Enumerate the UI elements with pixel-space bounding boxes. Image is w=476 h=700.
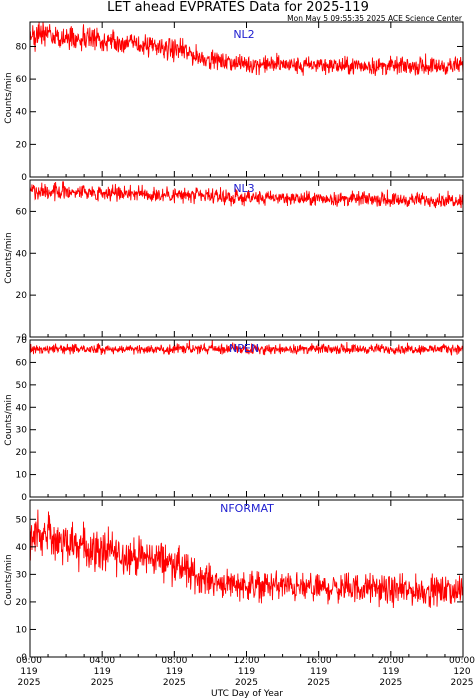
panel-nl2: 0 20 40 60 80 NL2 Counts/min	[4, 21, 464, 183]
x-tick-label-doy: 120	[453, 667, 470, 677]
y-tick-label-nl3: 0	[21, 333, 27, 343]
y-tick-label-nl2: 40	[16, 108, 28, 118]
x-axis-label: UTC Day of Year	[211, 689, 283, 699]
x-tick-label-year: 2025	[307, 678, 330, 688]
x-tick-label-doy: 119	[20, 667, 37, 677]
y-tick-label-npen: 70	[16, 336, 28, 346]
x-tick-label-doy: 119	[94, 667, 111, 677]
plot-area-nl3: 0 20 40 60	[16, 179, 464, 343]
y-tick-label-nformat: 50	[16, 515, 28, 525]
x-tick-label-time: 12:00	[234, 656, 260, 666]
panel-label-npen: NPEN	[229, 342, 259, 355]
generation-timestamp: Mon May 5 09:55:35 2025 ACE Science Cent…	[287, 14, 463, 23]
x-tick-label-doy: 119	[310, 667, 327, 677]
panel-nl3: 0 20 40 60 NL3 Counts/min	[4, 179, 464, 343]
x-tick-label-year: 2025	[379, 678, 402, 688]
panel-nformat: 0 10 20 30 40 50 NFORMAT Counts/min	[4, 499, 464, 663]
panel-label-nl2: NL2	[233, 28, 254, 41]
y-tick-label-nformat: 10	[16, 625, 28, 635]
x-tick-label-year: 2025	[18, 678, 41, 688]
x-tick-label-time: 00:00	[16, 656, 42, 666]
series-line-nformat	[29, 509, 464, 608]
series-line-nl2	[29, 21, 464, 76]
plot-area-nformat: 0 10 20 30 40 50	[16, 499, 464, 663]
series-line-nl3	[29, 181, 464, 209]
y-tick-label-npen: 50	[16, 381, 28, 391]
y-tick-label-nl3: 20	[16, 291, 28, 301]
y-tick-label-npen: 30	[16, 426, 28, 436]
x-tick-label-time: 16:00	[306, 656, 332, 666]
y-tick-label-nl3: 40	[16, 249, 28, 259]
y-tick-label-nformat: 40	[16, 543, 28, 553]
x-tick-label-year: 2025	[235, 678, 258, 688]
x-tick-label-time: 04:00	[89, 656, 115, 666]
y-tick-label-npen: 0	[21, 493, 27, 503]
plot-area-nl2: 0 20 40 60 80	[16, 21, 464, 183]
x-tick-label-year: 2025	[451, 678, 474, 688]
y-tick-label-npen: 10	[16, 471, 28, 481]
x-axis-tick-labels: 00:00119202504:00119202508:00119202512:0…	[16, 656, 475, 688]
y-tick-label-nformat: 20	[16, 598, 28, 608]
y-tick-label-npen: 20	[16, 448, 28, 458]
y-tick-label-npen: 40	[16, 403, 28, 413]
y-axis-label-nl3: Counts/min	[4, 232, 14, 283]
x-tick-label-time: 00:00	[449, 656, 475, 666]
y-tick-label-nl2: 0	[21, 173, 27, 183]
x-tick-label-year: 2025	[163, 678, 186, 688]
y-axis-label-nl2: Counts/min	[4, 72, 14, 123]
x-tick-label-doy: 119	[382, 667, 399, 677]
x-tick-label-doy: 119	[166, 667, 183, 677]
y-tick-label-nl3: 60	[16, 207, 28, 217]
y-axis-label-nformat: Counts/min	[4, 554, 14, 605]
x-tick-label-doy: 119	[238, 667, 255, 677]
panel-npen: 0 10 20 30 40 50 60 70 NPEN Counts/min	[4, 336, 464, 503]
y-tick-label-nl2: 60	[16, 75, 28, 85]
y-axis-label-npen: Counts/min	[4, 394, 14, 445]
panel-label-nl3: NL3	[233, 182, 254, 195]
x-tick-label-year: 2025	[91, 678, 114, 688]
x-tick-label-time: 20:00	[378, 656, 404, 666]
y-tick-label-nformat: 0	[21, 653, 27, 663]
panel-label-nformat: NFORMAT	[220, 502, 274, 515]
y-tick-label-nformat: 30	[16, 570, 28, 580]
y-tick-label-nl2: 20	[16, 140, 28, 150]
figure-title: LET ahead EVPRATES Data for 2025-119	[107, 0, 369, 15]
y-tick-label-npen: 60	[16, 358, 28, 368]
x-tick-label-time: 08:00	[161, 656, 187, 666]
plot-area-npen: 0 10 20 30 40 50 60 70	[16, 336, 464, 503]
series-line-npen	[29, 340, 464, 356]
y-tick-label-nl2: 80	[16, 42, 28, 52]
